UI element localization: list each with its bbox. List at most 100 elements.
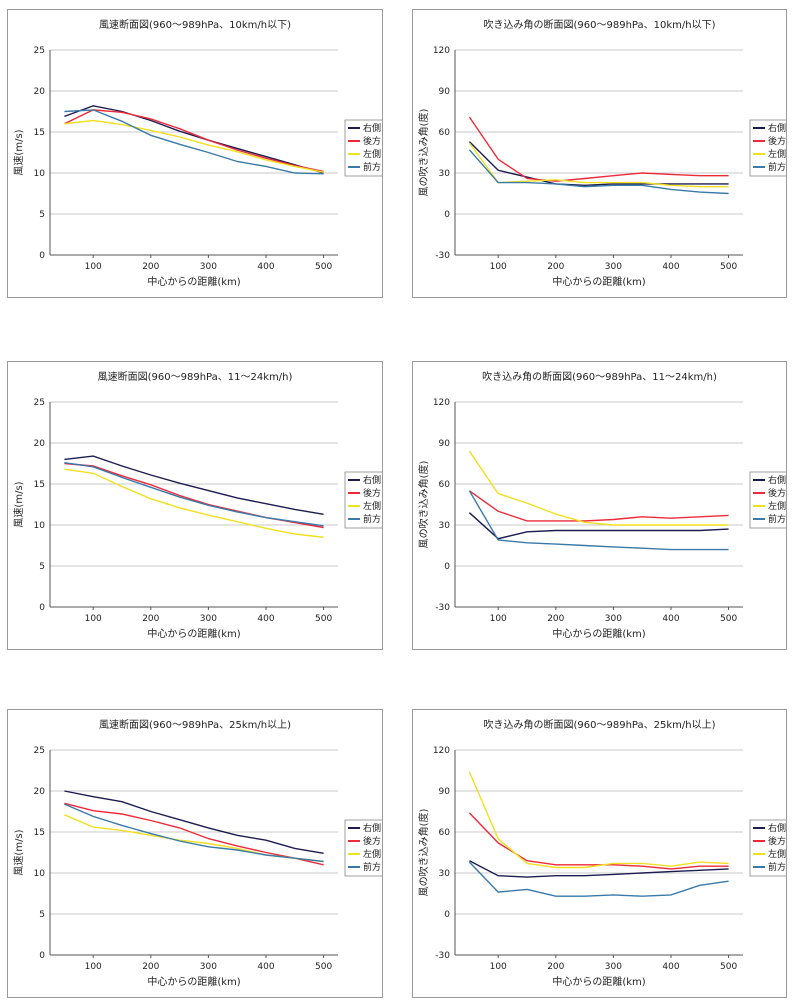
x-tick-label: 200 (142, 962, 159, 972)
legend-label: 後方 (768, 487, 786, 499)
legend-label: 後方 (363, 135, 381, 147)
y-tick-label: 0 (444, 562, 450, 572)
chart-svg-3: 吹き込み角の断面図(960～989hPa、11～24km/h) -30 0 30 60 9… (417, 370, 786, 640)
x-tick-label: 400 (662, 962, 679, 972)
y-axis-label: 風の吹き込み角(度) (417, 109, 430, 197)
x-tick-label: 500 (315, 614, 332, 624)
chart-panel-3: 吹き込み角の断面図(960～989hPa、11～24km/h) -30 0 30 60 9… (412, 361, 787, 650)
legend-label: 左側 (363, 848, 381, 860)
chart-svg-0: 風速断面図(960～989hPa、10km/h以下) 0 5 10 15 20 25 100 2… (13, 18, 382, 288)
x-tick-label: 100 (490, 262, 507, 272)
y-tick-label: -30 (435, 251, 450, 261)
chart-svg-4: 風速断面図(960～989hPa、25km/h以上) 0 5 10 15 20 25 100 2… (13, 718, 382, 988)
x-tick-label: 200 (142, 614, 159, 624)
y-tick-label: 90 (439, 787, 451, 797)
x-tick-label: 500 (315, 262, 332, 272)
x-tick-label: 300 (605, 614, 622, 624)
series-line-0 (469, 860, 729, 878)
legend-label: 前方 (363, 161, 381, 173)
chart-title: 風速断面図(960～989hPa、10km/h以下) (99, 18, 291, 31)
x-tick-label: 300 (605, 262, 622, 272)
y-tick-label: 0 (444, 210, 450, 220)
chart-title: 風速断面図(960～989hPa、25km/h以上) (99, 718, 291, 731)
series-line-2 (64, 119, 324, 173)
series-line-3 (468, 149, 729, 195)
chart-title: 風速断面図(960～989hPa、11～24km/h) (98, 370, 293, 383)
x-axis-label: 中心からの距離(km) (147, 627, 240, 640)
y-tick-label: 30 (439, 521, 451, 531)
legend-label: 左側 (363, 500, 381, 512)
legend-label: 前方 (768, 513, 786, 525)
y-tick-label: 5 (39, 210, 45, 220)
y-tick-label: 5 (39, 562, 45, 572)
x-axis-label: 中心からの距離(km) (147, 275, 240, 288)
series-line-1 (64, 109, 324, 173)
x-tick-label: 100 (490, 962, 507, 972)
y-axis-label: 風速(m/s) (13, 481, 25, 527)
series-line-3 (468, 861, 729, 897)
y-tick-label: 15 (34, 828, 45, 838)
legend-box (749, 819, 786, 877)
y-tick-label: 0 (444, 910, 450, 920)
series-line-1 (64, 462, 324, 529)
series-line-3 (64, 462, 324, 527)
y-tick-label: 120 (433, 746, 450, 756)
x-tick-label: 500 (720, 962, 737, 972)
y-tick-label: 20 (34, 439, 46, 449)
x-tick-label: 100 (85, 962, 102, 972)
y-axis-label: 風速(m/s) (13, 129, 25, 175)
x-tick-label: 100 (85, 262, 102, 272)
y-tick-label: 15 (34, 128, 45, 138)
y-tick-label: 90 (439, 439, 451, 449)
x-tick-label: 200 (547, 962, 564, 972)
y-tick-label: 20 (34, 787, 46, 797)
y-tick-label: 15 (34, 480, 45, 490)
series-line-2 (468, 771, 729, 869)
x-tick-label: 500 (720, 262, 737, 272)
chart-svg-5: 吹き込み角の断面図(960～989hPa、25km/h以上) -30 0 30 60 90… (417, 718, 786, 988)
series-line-0 (64, 790, 324, 854)
x-tick-label: 400 (257, 614, 274, 624)
x-tick-label: 200 (142, 262, 159, 272)
y-tick-label: 90 (439, 87, 451, 97)
legend-label: 右側 (363, 822, 381, 834)
series-line-1 (468, 116, 729, 182)
legend-label: 右側 (768, 474, 786, 486)
chart-panel-1: 吹き込み角の断面図(960～989hPa、10km/h以下) -30 0 30 60 90… (412, 9, 787, 298)
x-tick-label: 300 (200, 262, 217, 272)
x-tick-label: 500 (315, 962, 332, 972)
y-tick-label: 25 (34, 46, 45, 56)
series-line-1 (64, 802, 324, 866)
legend-label: 左側 (363, 148, 381, 160)
y-tick-label: -30 (435, 951, 450, 961)
y-tick-label: 0 (39, 251, 45, 261)
y-tick-label: 25 (34, 746, 45, 756)
chart-title: 吹き込み角の断面図(960～989hPa、25km/h以上) (484, 718, 716, 731)
legend-label: 左側 (768, 148, 786, 160)
legend-label: 左側 (768, 848, 786, 860)
series-line-2 (468, 142, 729, 188)
y-tick-label: 60 (439, 828, 451, 838)
x-tick-label: 300 (200, 962, 217, 972)
y-tick-label: -30 (435, 603, 450, 613)
series-line-0 (64, 455, 324, 515)
x-tick-label: 100 (490, 614, 507, 624)
y-tick-label: 10 (34, 521, 46, 531)
legend-label: 右側 (768, 122, 786, 134)
x-tick-label: 100 (85, 614, 102, 624)
y-tick-label: 30 (439, 869, 451, 879)
x-axis-label: 中心からの距離(km) (552, 627, 645, 640)
y-tick-label: 5 (39, 910, 45, 920)
series-line-0 (64, 105, 324, 174)
y-axis-label: 風の吹き込み角(度) (417, 809, 430, 897)
legend-label: 前方 (768, 861, 786, 873)
x-axis-label: 中心からの距離(km) (552, 275, 645, 288)
y-tick-label: 30 (439, 169, 451, 179)
legend-label: 後方 (768, 835, 786, 847)
series-line-0 (468, 512, 729, 540)
y-tick-label: 120 (433, 398, 450, 408)
x-tick-label: 200 (547, 262, 564, 272)
legend-label: 後方 (363, 835, 381, 847)
y-tick-label: 60 (439, 480, 451, 490)
x-tick-label: 400 (662, 262, 679, 272)
